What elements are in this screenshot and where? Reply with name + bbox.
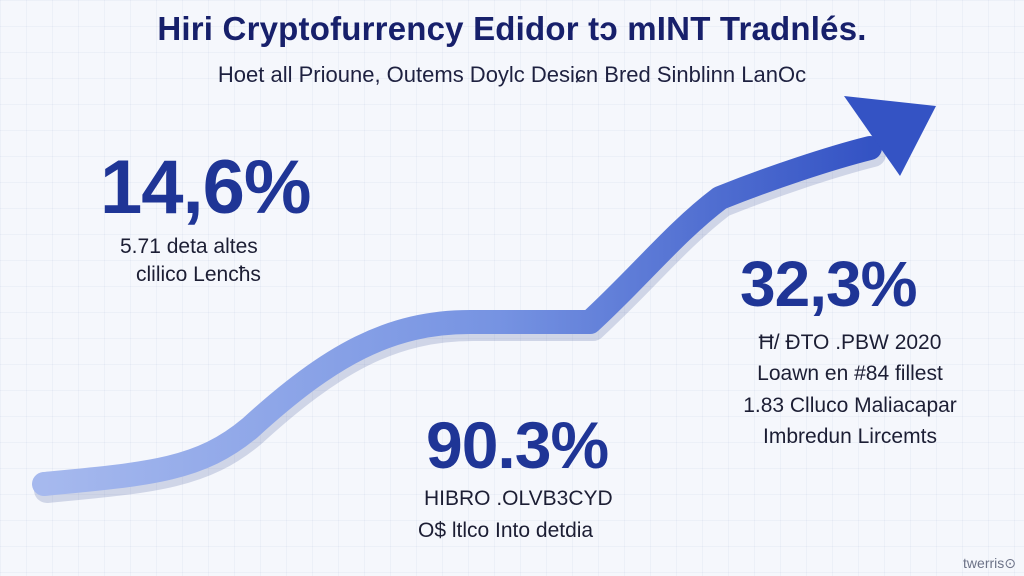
- arrow-head: [844, 96, 936, 176]
- stat-caption-left-2: clilico Lencħs: [136, 263, 261, 286]
- arrow-body: [32, 136, 882, 496]
- page-subtitle: Hoet all Prioune, Outems Doylc Desiɕn Br…: [217, 62, 807, 87]
- watermark: twerris⊙: [963, 555, 1016, 571]
- stat-caption-center-2: O$ ltlco Into detdia: [418, 519, 594, 542]
- stat-caption-left-1: 5.71 deta altes: [120, 235, 258, 258]
- stat-caption-center-1: HIBRO .OLVB3CYD: [424, 487, 613, 510]
- stat-caption-right-3: 1.83 Clluco Maliacapar: [743, 394, 957, 417]
- stat-value-center: 90.3%: [426, 408, 609, 482]
- stat-caption-right-2: Loawn en #84 fillest: [757, 362, 943, 385]
- stat-caption-right-4: Imbredun Lircemts: [763, 425, 937, 448]
- stat-value-right: 32,3%: [740, 248, 917, 320]
- stat-caption-right-1: Ħ/ ĐTO .PBW 2020: [758, 331, 942, 354]
- stat-value-left: 14,6%: [100, 145, 311, 230]
- page-title: Hiri Cryptofurrency Edidor tɔ mINT Tradn…: [157, 10, 867, 47]
